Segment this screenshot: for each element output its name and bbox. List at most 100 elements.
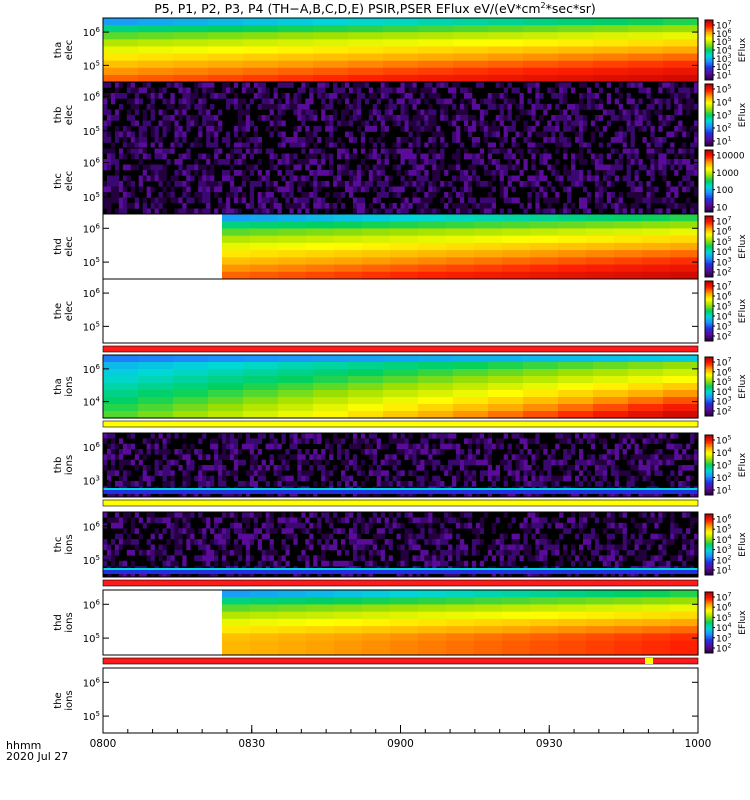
- noise-cell: [126, 181, 132, 187]
- noise-cell: [479, 539, 485, 545]
- colorbar-segment: [705, 246, 713, 249]
- noise-cell: [281, 517, 286, 524]
- noise-cell: [535, 549, 540, 556]
- noise-cell: [634, 522, 639, 529]
- noise-cell: [646, 517, 651, 524]
- noise-cell: [467, 93, 473, 99]
- noise-cell: [348, 533, 354, 540]
- noise-cell: [666, 203, 671, 209]
- noise-cell: [198, 186, 203, 193]
- noise-cell: [590, 433, 596, 439]
- noise-cell: [229, 549, 235, 556]
- noise-cell: [539, 491, 544, 498]
- noise-cell: [154, 137, 159, 143]
- noise-cell: [634, 555, 639, 562]
- noise-cell: [360, 142, 366, 149]
- noise-cell: [190, 539, 195, 545]
- noise-cell: [277, 98, 282, 105]
- noise-cell: [352, 433, 358, 439]
- noise-cell: [356, 87, 362, 94]
- noise-cell: [281, 142, 286, 149]
- noise-cell: [503, 131, 508, 138]
- noise-cell: [694, 208, 699, 215]
- spectrogram-cell: [586, 235, 615, 244]
- noise-cell: [551, 126, 556, 132]
- noise-cell: [456, 470, 461, 476]
- noise-cell: [575, 104, 580, 110]
- noise-cell: [126, 131, 132, 138]
- spectrogram-cell: [586, 214, 615, 222]
- noise-cell: [301, 142, 306, 149]
- colorbar-segment: [705, 220, 713, 223]
- noise-cell: [487, 93, 493, 99]
- noise-cell: [682, 131, 687, 138]
- noise-cell: [174, 528, 179, 534]
- noise-cell: [567, 517, 572, 524]
- noise-cell: [396, 481, 401, 487]
- noise-cell: [376, 208, 381, 215]
- noise-cell: [396, 137, 401, 143]
- noise-cell: [305, 98, 310, 105]
- noise-cell: [610, 544, 615, 551]
- spectrogram-cell: [250, 271, 279, 280]
- spectrogram-cell: [593, 67, 629, 76]
- noise-cell: [103, 197, 108, 204]
- noise-cell: [249, 443, 255, 450]
- noise-cell: [404, 82, 409, 88]
- noise-cell: [690, 104, 695, 110]
- spectrogram-cell: [173, 355, 209, 363]
- spectrogram-cell: [418, 257, 447, 266]
- noise-cell: [452, 131, 457, 138]
- colorbar-segment: [705, 157, 713, 160]
- noise-cell: [138, 98, 143, 105]
- noise-cell: [138, 148, 143, 154]
- noise-cell: [463, 512, 469, 518]
- noise-cell: [404, 120, 409, 127]
- noise-cell: [460, 109, 465, 116]
- noise-cell: [515, 87, 520, 94]
- noise-cell: [372, 512, 377, 518]
- colorbar-segment: [705, 23, 713, 25]
- noise-cell: [535, 522, 540, 529]
- noise-cell: [463, 560, 469, 567]
- noise-cell: [170, 192, 175, 198]
- spectrogram-cell: [313, 18, 349, 26]
- spectrogram-cell: [278, 362, 314, 370]
- noise-cell: [448, 459, 453, 466]
- colorbar-segment: [705, 383, 713, 386]
- noise-cell: [408, 443, 413, 450]
- noise-cell: [225, 438, 231, 444]
- noise-cell: [452, 433, 457, 439]
- noise-cell: [642, 197, 647, 204]
- colorbar-segment: [705, 141, 713, 144]
- noise-cell: [682, 533, 687, 540]
- spectrogram-cell: [614, 235, 643, 244]
- noise-cell: [539, 153, 544, 160]
- noise-cell: [448, 164, 453, 171]
- noise-cell: [233, 539, 239, 545]
- noise-cell: [360, 120, 366, 127]
- noise-cell: [158, 192, 163, 198]
- noise-cell: [666, 115, 671, 121]
- noise-cell: [186, 517, 191, 524]
- noise-cell: [269, 443, 274, 450]
- spectrogram-cell: [173, 390, 209, 398]
- noise-cell: [694, 517, 699, 524]
- noise-cell: [594, 93, 600, 99]
- noise-cell: [206, 475, 211, 482]
- noise-cell: [416, 544, 421, 551]
- noise-cell: [364, 208, 370, 215]
- noise-cell: [642, 443, 647, 450]
- noise-cell: [333, 438, 338, 444]
- noise-cell: [190, 197, 195, 204]
- noise-cell: [269, 197, 274, 204]
- noise-cell: [325, 137, 330, 143]
- noise-cell: [630, 465, 635, 471]
- noise-cell: [269, 544, 274, 551]
- spectrogram-cell: [558, 221, 587, 230]
- noise-cell: [388, 539, 393, 545]
- noise-cell: [186, 148, 191, 154]
- noise-cell: [503, 475, 508, 482]
- noise-cell: [590, 459, 596, 466]
- noise-cell: [384, 454, 389, 460]
